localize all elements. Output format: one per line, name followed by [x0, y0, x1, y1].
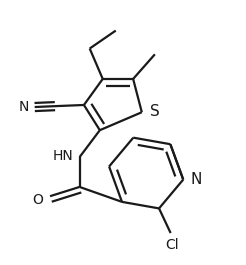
Text: Cl: Cl [165, 238, 179, 252]
Text: O: O [32, 193, 43, 207]
Text: S: S [150, 104, 160, 119]
Text: N: N [191, 172, 202, 187]
Text: N: N [18, 100, 29, 114]
Text: HN: HN [52, 149, 73, 163]
